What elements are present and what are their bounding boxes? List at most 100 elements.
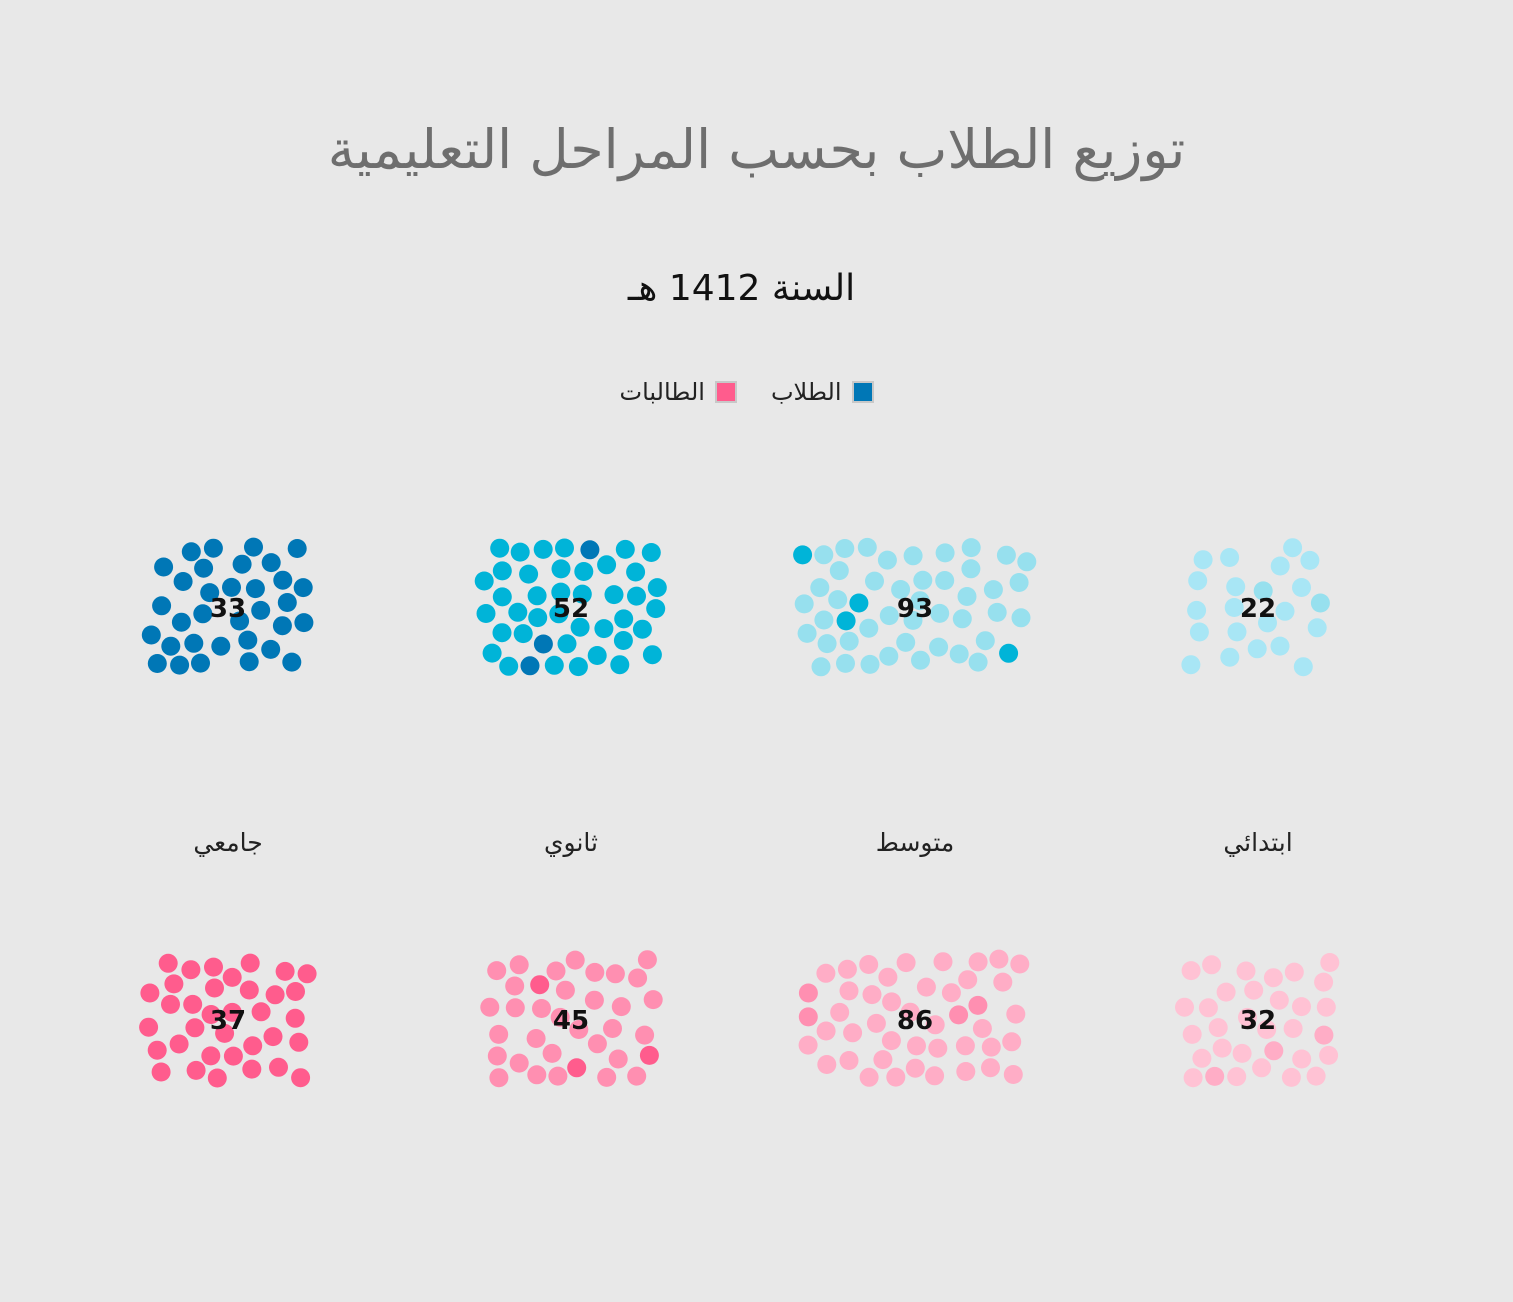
- series-female-students: 32 86 45 37: [139, 949, 1340, 1088]
- dot-mark: [814, 610, 834, 630]
- dot-mark: [585, 962, 605, 982]
- dot-mark: [1257, 1020, 1277, 1039]
- dot-mark: [993, 972, 1013, 992]
- dot-mark: [487, 961, 507, 981]
- dot-mark: [251, 600, 271, 620]
- legend-item-female-students[interactable]: الطالبات: [619, 378, 737, 406]
- dot-mark: [1284, 962, 1304, 982]
- dot-mark: [981, 1037, 1001, 1057]
- dot-mark: [594, 619, 614, 639]
- dot-mark: [896, 632, 916, 652]
- legend-item-students[interactable]: الطلاب: [771, 378, 874, 406]
- legend-label-female-students: الطالبات: [619, 378, 705, 406]
- dot-mark: [527, 586, 547, 606]
- dot-mark: [239, 980, 259, 1000]
- dot-mark: [1270, 556, 1290, 576]
- dot-mark: [193, 604, 213, 624]
- dot-mark: [996, 545, 1016, 565]
- dot-mark: [223, 1046, 243, 1066]
- dot-mark: [154, 557, 174, 577]
- dot-mark: [857, 537, 877, 557]
- dot-mark: [641, 543, 661, 562]
- dot-mark: [1188, 571, 1208, 591]
- dot-mark: [297, 964, 317, 984]
- dot-mark: [275, 961, 295, 981]
- dot-mark: [530, 975, 550, 995]
- dot-mark: [910, 591, 930, 611]
- dot-mark: [183, 994, 203, 1014]
- dot-mark: [492, 623, 512, 643]
- dot-mark: [499, 656, 519, 676]
- dot-mark: [999, 643, 1019, 663]
- dot-mark: [1314, 972, 1334, 992]
- dot-mark: [222, 577, 241, 597]
- dot-mark: [957, 587, 977, 606]
- dot-mark: [272, 616, 292, 636]
- dot-mark: [879, 606, 899, 626]
- dot-mark: [261, 553, 281, 573]
- dot-mark: [830, 1002, 850, 1022]
- dot-mark: [1224, 598, 1244, 617]
- dot-mark: [627, 586, 646, 606]
- dot-mark: [532, 999, 551, 1018]
- dot-mark: [627, 1066, 647, 1086]
- dot-mark: [816, 963, 836, 983]
- dot-mark: [1264, 1041, 1284, 1061]
- dot-mark: [886, 1067, 906, 1087]
- chart-subtitle: السنة 1412 هـ: [627, 268, 856, 309]
- dot-mark: [859, 1067, 879, 1087]
- dot-mark: [542, 1043, 562, 1063]
- dot-mark: [949, 644, 969, 664]
- dot-mark: [1011, 608, 1031, 628]
- dot-mark: [632, 619, 652, 639]
- dot-mark: [1220, 548, 1240, 567]
- dot-mark: [1227, 622, 1247, 642]
- dot-mark: [293, 578, 313, 598]
- dot-mark: [1187, 600, 1207, 620]
- dot-mark: [891, 580, 911, 599]
- dot-mark: [968, 995, 988, 1015]
- dot-mark: [837, 959, 857, 979]
- dot-mark: [587, 646, 607, 665]
- dot-mark: [158, 953, 178, 973]
- dot-mark: [161, 636, 181, 656]
- dot-mark: [626, 562, 646, 582]
- dot-mark: [1208, 1018, 1228, 1038]
- dot-mark: [509, 1053, 529, 1073]
- dot-mark: [1300, 550, 1320, 570]
- dot-mark: [896, 953, 916, 973]
- dot-mark: [829, 561, 849, 581]
- dot-mark: [862, 985, 882, 1005]
- dot-mark: [972, 1019, 992, 1038]
- dot-mark: [211, 636, 231, 656]
- dot-mark: [1226, 577, 1246, 597]
- dot-mark: [1320, 953, 1340, 972]
- dot-mark: [639, 1045, 659, 1065]
- dot-mark: [613, 631, 633, 650]
- dot-mark: [574, 562, 594, 581]
- dot-mark: [958, 970, 978, 990]
- dot-mark: [474, 571, 494, 591]
- dot-mark: [244, 537, 263, 557]
- dot-mark: [476, 604, 496, 623]
- dot-mark: [903, 546, 923, 566]
- category-label: ثانوي: [544, 828, 598, 857]
- dot-mark: [1247, 639, 1267, 659]
- dot-mark: [513, 624, 533, 644]
- dot-mark: [1181, 961, 1201, 981]
- count-label: 93: [897, 594, 933, 624]
- dot-mark: [232, 554, 252, 574]
- dot-mark: [572, 584, 592, 604]
- dot-mark: [587, 1034, 607, 1054]
- dot-mark: [1181, 655, 1201, 675]
- dot-mark: [1293, 657, 1313, 677]
- dot-mark: [1192, 1048, 1212, 1068]
- dot-mark: [933, 952, 953, 972]
- dot-mark: [1244, 980, 1264, 1000]
- dot-mark: [200, 583, 220, 603]
- dot-mark: [1003, 1065, 1023, 1084]
- dot-mark: [1238, 1007, 1257, 1027]
- dot-mark: [903, 610, 923, 630]
- dot-mark: [263, 1027, 283, 1047]
